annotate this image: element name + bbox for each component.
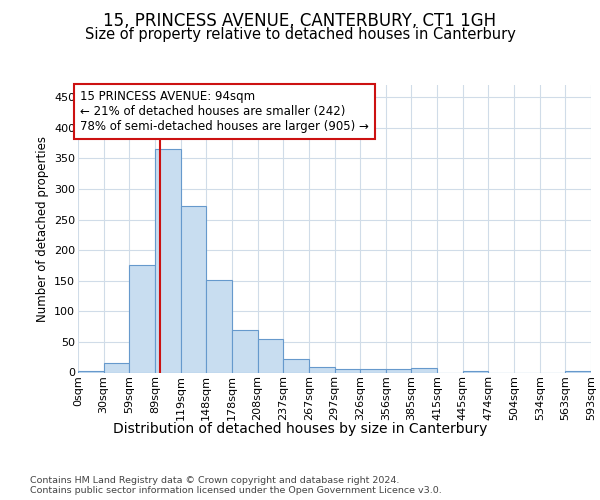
Bar xyxy=(309,367,335,372)
Text: Contains HM Land Registry data © Crown copyright and database right 2024.
Contai: Contains HM Land Registry data © Crown c… xyxy=(30,476,442,495)
Bar xyxy=(335,370,360,372)
Text: Distribution of detached houses by size in Canterbury: Distribution of detached houses by size … xyxy=(113,422,487,436)
Bar xyxy=(155,149,181,372)
Bar xyxy=(130,266,155,372)
Bar xyxy=(206,280,232,372)
Bar xyxy=(78,370,104,372)
Bar xyxy=(104,362,130,372)
Text: 15 PRINCESS AVENUE: 94sqm
← 21% of detached houses are smaller (242)
78% of semi: 15 PRINCESS AVENUE: 94sqm ← 21% of detac… xyxy=(80,90,368,133)
Bar xyxy=(283,359,309,372)
Bar xyxy=(360,370,386,372)
Bar xyxy=(181,206,206,372)
Text: 15, PRINCESS AVENUE, CANTERBURY, CT1 1GH: 15, PRINCESS AVENUE, CANTERBURY, CT1 1GH xyxy=(103,12,497,30)
Y-axis label: Number of detached properties: Number of detached properties xyxy=(35,136,49,322)
Bar xyxy=(232,330,257,372)
Bar xyxy=(412,368,437,372)
Text: Size of property relative to detached houses in Canterbury: Size of property relative to detached ho… xyxy=(85,28,515,42)
Bar xyxy=(257,340,283,372)
Bar xyxy=(386,370,412,372)
